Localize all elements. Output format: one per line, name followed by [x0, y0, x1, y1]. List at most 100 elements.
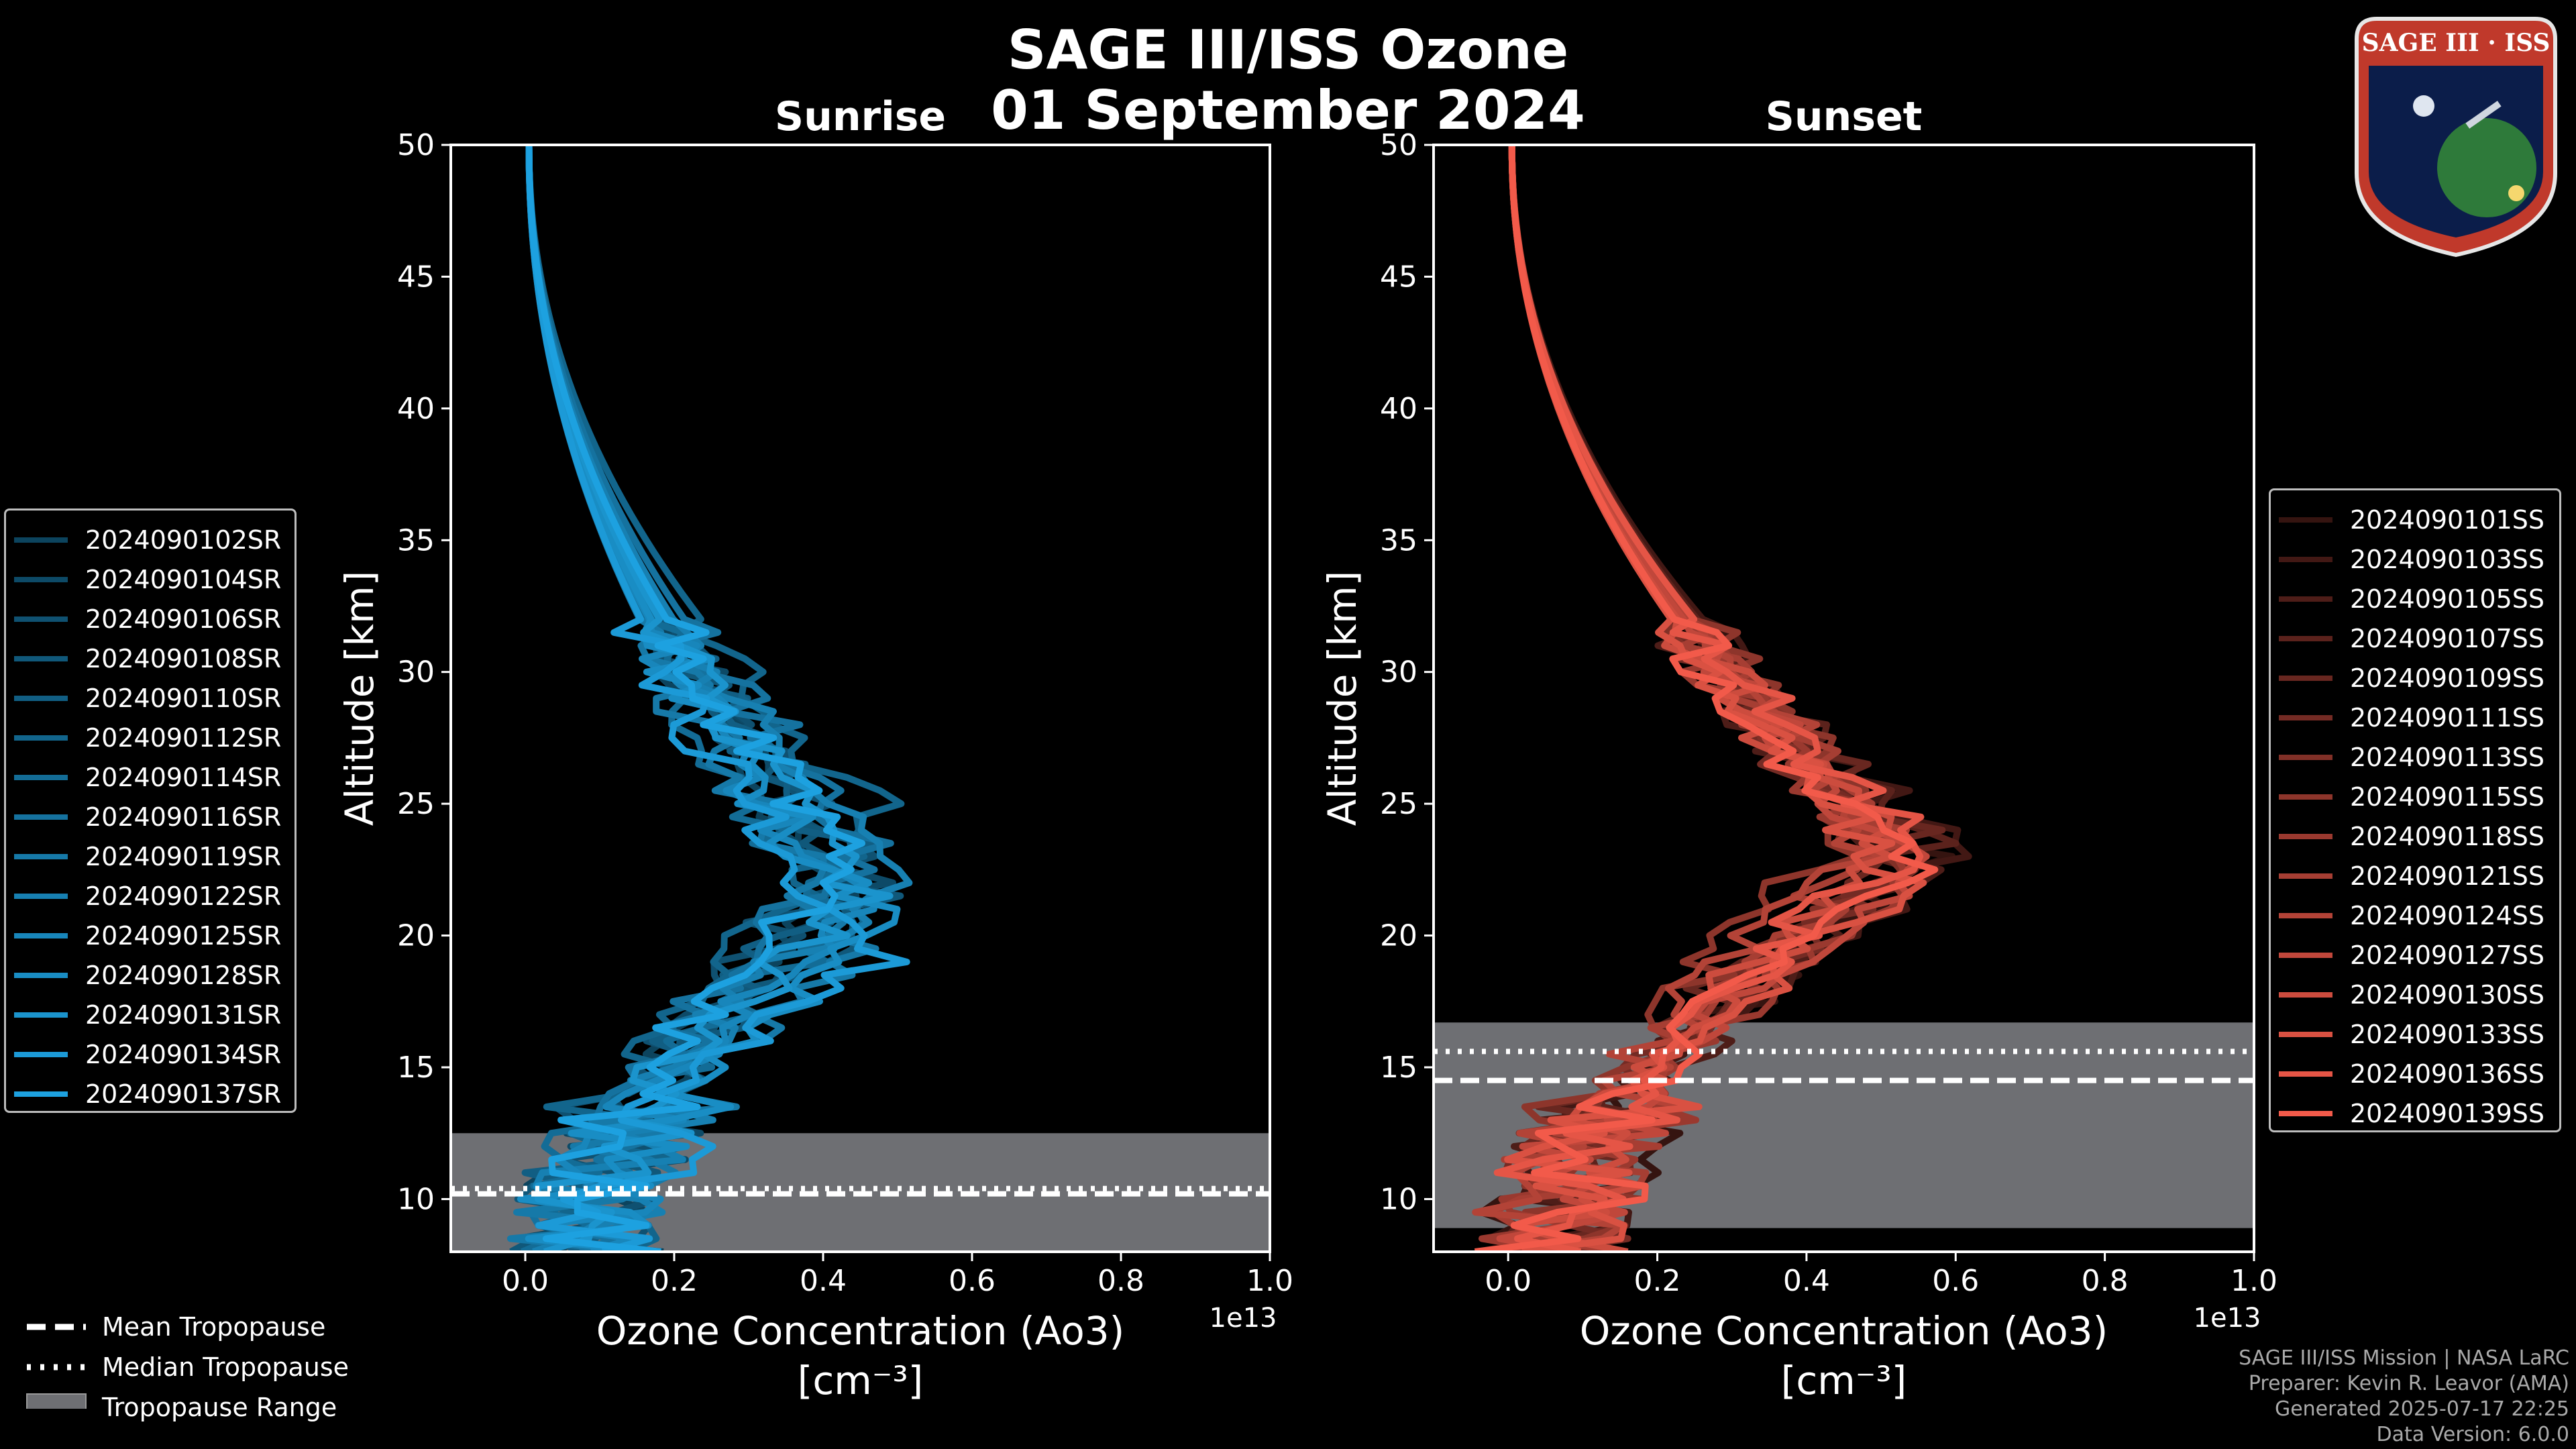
legend-mean-tropopause: Mean Tropopause [102, 1312, 326, 1342]
y-tick-label: 35 [1380, 523, 1417, 557]
legend-swatch [14, 695, 68, 701]
legend-item-2024090113SS: 2024090113SS [2271, 737, 2544, 777]
legend-item-2024090128SR: 2024090128SR [6, 955, 281, 995]
legend-swatch [14, 774, 68, 780]
y-tick-label: 40 [1380, 392, 1417, 426]
legend-label: 2024090127SS [2350, 940, 2545, 970]
y-tick-label: 15 [397, 1051, 435, 1085]
legend-item-2024090133SS: 2024090133SS [2271, 1014, 2544, 1054]
y-tick-label: 15 [1380, 1051, 1417, 1085]
legend-swatch [2279, 635, 2332, 641]
legend-label: 2024090125SR [85, 920, 282, 951]
y-axis-label: Altitude [km] [337, 571, 382, 826]
legend-label: 2024090116SR [85, 802, 282, 832]
legend-item-2024090103SS: 2024090103SS [2271, 539, 2544, 579]
legend-label: 2024090133SS [2350, 1019, 2545, 1049]
panel-sunset: 0.0 0.2 0.4 0.6 0.8 1.0 10 15 20 25 30 35 40 45 50 1e13… [1320, 93, 2277, 1403]
legend-item-2024090108SR: 2024090108SR [6, 639, 281, 678]
footer-version: Data Version: 6.0.0 [2376, 1423, 2569, 1446]
legend-label: 2024090107SS [2350, 623, 2545, 653]
legend-label: 2024090124SS [2350, 900, 2545, 930]
y-tick-label: 35 [397, 523, 435, 557]
y-axis-label: Altitude [km] [1320, 571, 1365, 826]
legend-swatch [2279, 714, 2332, 720]
x-scale-label: 1e13 [2194, 1303, 2261, 1334]
profile-line-2024090139SS [1474, 145, 1939, 1252]
legend-item-2024090115SS: 2024090115SS [2271, 777, 2544, 816]
legend-label: 2024090108SR [85, 643, 282, 674]
legend-swatch [2279, 991, 2332, 998]
legend-median-tropopause: Median Tropopause [102, 1352, 349, 1382]
legend-swatch [2279, 952, 2332, 958]
legend-item-2024090136SS: 2024090136SS [2271, 1054, 2544, 1093]
profile-line-2024090137SR [525, 145, 865, 1252]
legend-swatch [14, 616, 68, 622]
legend-label: 2024090136SS [2350, 1059, 2545, 1089]
x-tick-label: 0.4 [800, 1264, 847, 1298]
y-tick-label: 10 [1380, 1182, 1417, 1216]
legend-swatch [2279, 794, 2332, 800]
y-tick-label: 40 [397, 392, 435, 426]
legend-swatch [14, 537, 68, 543]
legend-label: 2024090119SR [85, 841, 282, 871]
legend-swatch [14, 576, 68, 582]
y-tick-label: 45 [1380, 260, 1417, 294]
legend-item-2024090114SR: 2024090114SR [6, 757, 281, 797]
legend-swatch [2279, 833, 2332, 839]
legend-label: 2024090106SR [85, 604, 282, 634]
legend-item-2024090109SS: 2024090109SS [2271, 658, 2544, 698]
legend-label: 2024090118SS [2350, 821, 2545, 851]
legend-label: 2024090128SR [85, 960, 282, 990]
legend-item-2024090106SR: 2024090106SR [6, 599, 281, 639]
legend-label: 2024090131SR [85, 1000, 282, 1030]
legend-item-2024090110SR: 2024090110SR [6, 678, 281, 718]
legend-swatch [2279, 675, 2332, 681]
x-tick-label: 1.0 [1246, 1264, 1293, 1298]
legend-item-2024090112SR: 2024090112SR [6, 718, 281, 757]
legend-label: 2024090102SR [85, 525, 282, 555]
legend-label: 2024090103SS [2350, 544, 2545, 574]
legend-label: 2024090122SR [85, 881, 282, 911]
legend-label: 2024090109SS [2350, 663, 2545, 693]
x-axis-label: Ozone Concentration (Ao3) [1580, 1308, 2108, 1354]
legend-label: 2024090101SS [2350, 504, 2545, 535]
footer-preparer: Preparer: Kevin R. Leavor (AMA) [2248, 1372, 2569, 1395]
figure-date: 01 September 2024 [991, 79, 1585, 142]
legend-swatch [14, 893, 68, 899]
sunrise-legend: 2024090102SR 2024090104SR 2024090106SR 2024… [4, 508, 297, 1113]
legend-swatch [2279, 1031, 2332, 1037]
legend-label: 2024090137SR [85, 1079, 282, 1109]
y-tick-label: 10 [397, 1182, 435, 1216]
legend-label: 2024090114SR [85, 762, 282, 792]
legend-swatch [14, 972, 68, 978]
tropo-legend-swatches [26, 1324, 87, 1409]
axes-frame [1432, 144, 2255, 1253]
x-tick-label: 0.8 [2082, 1264, 2129, 1298]
legend-swatch [2279, 556, 2332, 562]
legend-swatch [14, 853, 68, 859]
legend-swatch [14, 1091, 68, 1097]
x-axis-unit: [cm⁻³] [798, 1358, 924, 1403]
profile-line-2024090134SR [525, 145, 910, 1252]
y-tick-label: 50 [1380, 128, 1417, 162]
x-tick-label: 0.0 [1485, 1264, 1532, 1298]
legend-item-2024090139SS: 2024090139SS [2271, 1093, 2544, 1133]
legend-label: 2024090104SR [85, 564, 282, 594]
footer-mission: SAGE III/ISS Mission | NASA LaRC [2239, 1346, 2569, 1370]
legend-swatch [14, 932, 68, 938]
legend-swatch [14, 655, 68, 661]
legend-label: 2024090111SS [2350, 702, 2545, 733]
x-tick-label: 0.4 [1783, 1264, 1830, 1298]
legend-item-2024090104SR: 2024090104SR [6, 559, 281, 599]
legend-label: 2024090121SS [2350, 861, 2545, 891]
footer-credits: SAGE III/ISS Mission | NASA LaRC Prepare… [2239, 1346, 2569, 1448]
x-tick-label: 0.2 [651, 1264, 698, 1298]
legend-item-2024090102SR: 2024090102SR [6, 520, 281, 559]
y-tick-label: 20 [1380, 919, 1417, 953]
legend-label: 2024090112SR [85, 722, 282, 753]
legend-swatch [2279, 1110, 2332, 1116]
x-tick-label: 0.2 [1634, 1264, 1681, 1298]
x-tick-label: 0.8 [1097, 1264, 1144, 1298]
x-axis-unit: [cm⁻³] [1781, 1358, 1907, 1403]
